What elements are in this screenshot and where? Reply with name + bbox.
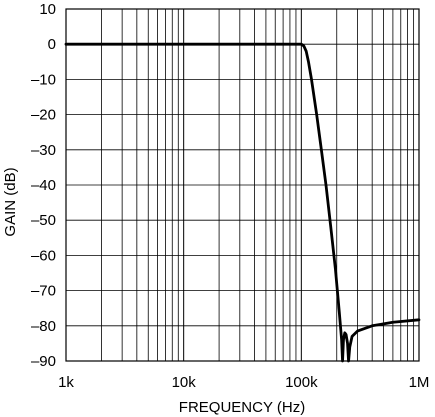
y-tick-label: 10 [39, 1, 56, 18]
y-tick-label: –70 [31, 283, 56, 300]
grid-lines [65, 8, 420, 362]
y-tick-label: –40 [31, 177, 56, 194]
y-tick-label: –80 [31, 318, 56, 335]
y-tick-label: –90 [31, 353, 56, 370]
y-tick-label: –20 [31, 107, 56, 124]
y-tick-label: –30 [31, 142, 56, 159]
series-line-gain [64, 42, 421, 363]
x-tick-label: 1M [409, 374, 430, 391]
x-tick-label: 100k [285, 374, 318, 391]
x-tick-label: 1k [58, 374, 74, 391]
y-tick-label: –50 [31, 212, 56, 229]
y-tick-label: –60 [31, 247, 56, 264]
y-tick-label: 0 [48, 36, 56, 53]
x-tick-label: 10k [172, 374, 197, 391]
y-axis-label: GAIN (dB) [2, 167, 19, 236]
series-layer [64, 42, 421, 363]
plot-frame [65, 8, 420, 362]
x-axis-label: FREQUENCY (Hz) [179, 399, 305, 416]
y-tick-label: –10 [31, 71, 56, 88]
